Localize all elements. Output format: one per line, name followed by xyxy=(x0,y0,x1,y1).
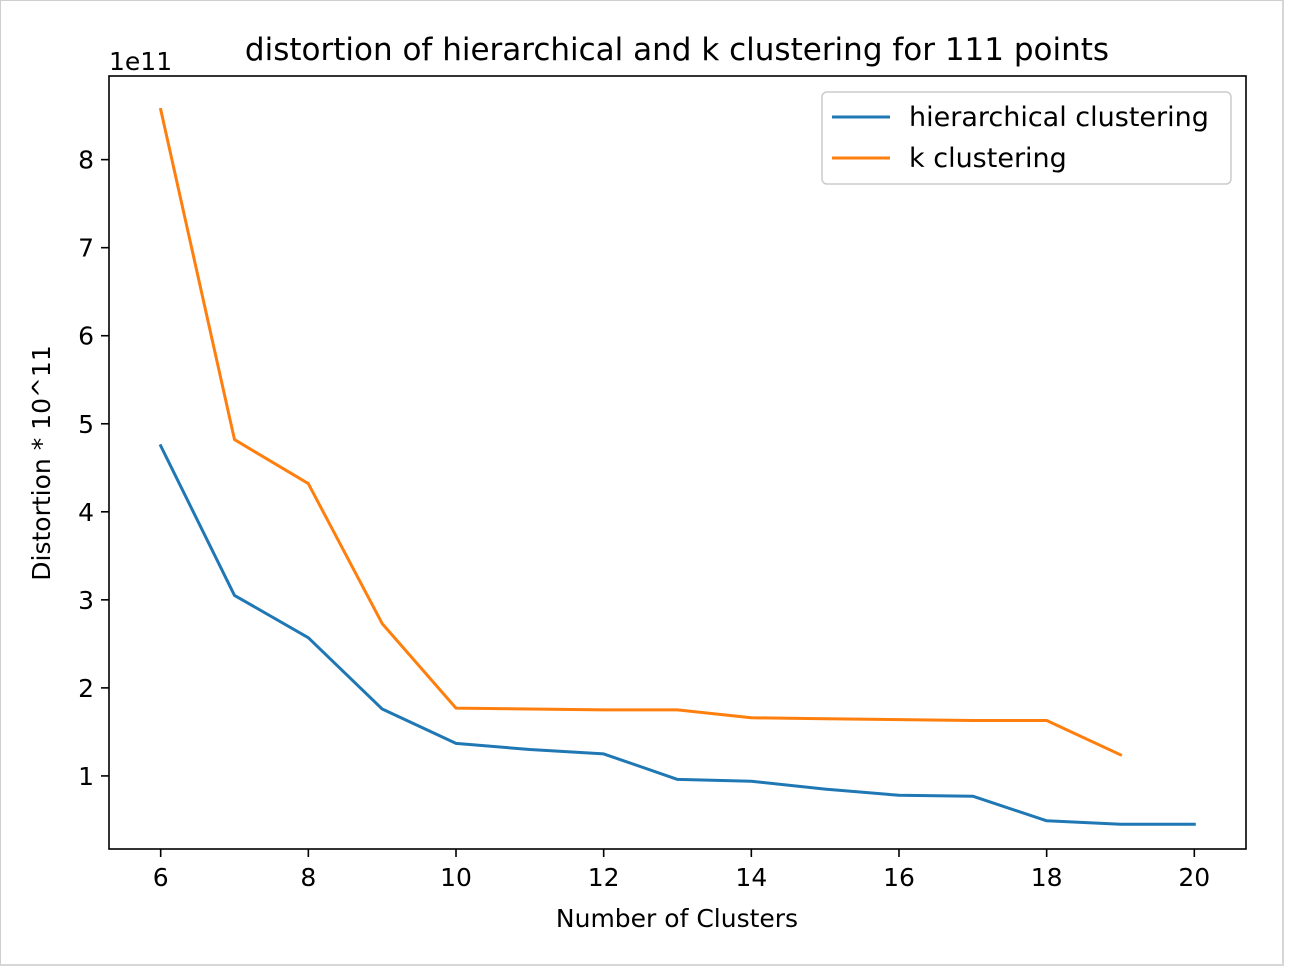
y-tick-label: 2 xyxy=(78,674,94,703)
series-group xyxy=(158,107,1196,826)
y-tick-label: 7 xyxy=(78,234,94,263)
plot-area xyxy=(109,76,1246,849)
y-tick-label: 3 xyxy=(78,586,94,615)
x-tick-label: 20 xyxy=(1178,863,1210,892)
legend: hierarchical clustering k clustering xyxy=(821,91,1232,185)
x-tick-label: 8 xyxy=(300,863,316,892)
y-tick-label: 8 xyxy=(78,146,94,175)
y-tick-label: 6 xyxy=(78,322,94,351)
y-axis-ticks: 1 2 3 4 5 6 7 8 xyxy=(78,146,109,791)
y-tick-label: 5 xyxy=(78,410,94,439)
y-tick-label: 4 xyxy=(78,498,94,527)
series-line-k xyxy=(158,107,1123,757)
plot-border xyxy=(108,75,1247,850)
series-line-hierarchical xyxy=(158,443,1196,826)
y-axis-label: Distortion * 10^11 xyxy=(27,345,56,580)
y-tick-label: 1 xyxy=(78,762,94,791)
legend-label-k: k clustering xyxy=(909,143,1067,174)
chart-title: distortion of hierarchical and k cluster… xyxy=(245,32,1109,68)
x-tick-label: 18 xyxy=(1031,863,1063,892)
legend-box xyxy=(821,91,1232,185)
x-axis-label: Number of Clusters xyxy=(556,904,798,933)
x-tick-label: 6 xyxy=(153,863,169,892)
x-tick-label: 10 xyxy=(440,863,472,892)
y-axis-offset-text: 1e11 xyxy=(109,47,172,76)
legend-label-hierarchical: hierarchical clustering xyxy=(909,102,1209,133)
x-tick-label: 12 xyxy=(588,863,620,892)
x-axis-ticks: 6 8 10 12 14 16 18 20 xyxy=(153,849,1210,892)
x-tick-label: 14 xyxy=(735,863,767,892)
x-tick-label: 16 xyxy=(883,863,915,892)
